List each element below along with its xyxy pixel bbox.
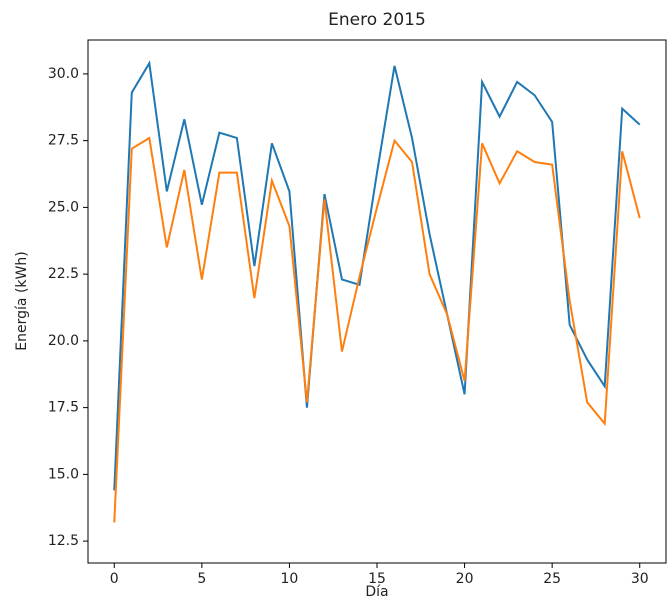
x-tick-label: 5 <box>197 571 206 587</box>
y-tick-label: 27.5 <box>48 133 79 149</box>
y-tick-label: 25.0 <box>48 199 79 215</box>
x-tick-label: 0 <box>110 571 119 587</box>
x-axis-label: Día <box>365 584 388 600</box>
y-tick-label: 12.5 <box>48 533 79 549</box>
chart-title: Enero 2015 <box>328 10 426 30</box>
plot-frame <box>87 39 667 564</box>
y-tick-label: 20.0 <box>48 333 79 349</box>
x-tick-label: 30 <box>631 571 649 587</box>
y-tick-label: 22.5 <box>48 266 79 282</box>
y-tick-label: 15.0 <box>48 466 79 482</box>
y-tick-label: 30.0 <box>48 66 79 82</box>
x-tick-label: 15 <box>368 571 386 587</box>
series-line <box>113 136 641 523</box>
y-tick-label: 17.5 <box>48 400 79 416</box>
x-tick-label: 25 <box>543 571 561 587</box>
series-line <box>113 60 641 491</box>
x-tick-label: 20 <box>456 571 474 587</box>
y-axis-label: Energía (kWh) <box>14 251 30 350</box>
x-tick-label: 10 <box>281 571 299 587</box>
